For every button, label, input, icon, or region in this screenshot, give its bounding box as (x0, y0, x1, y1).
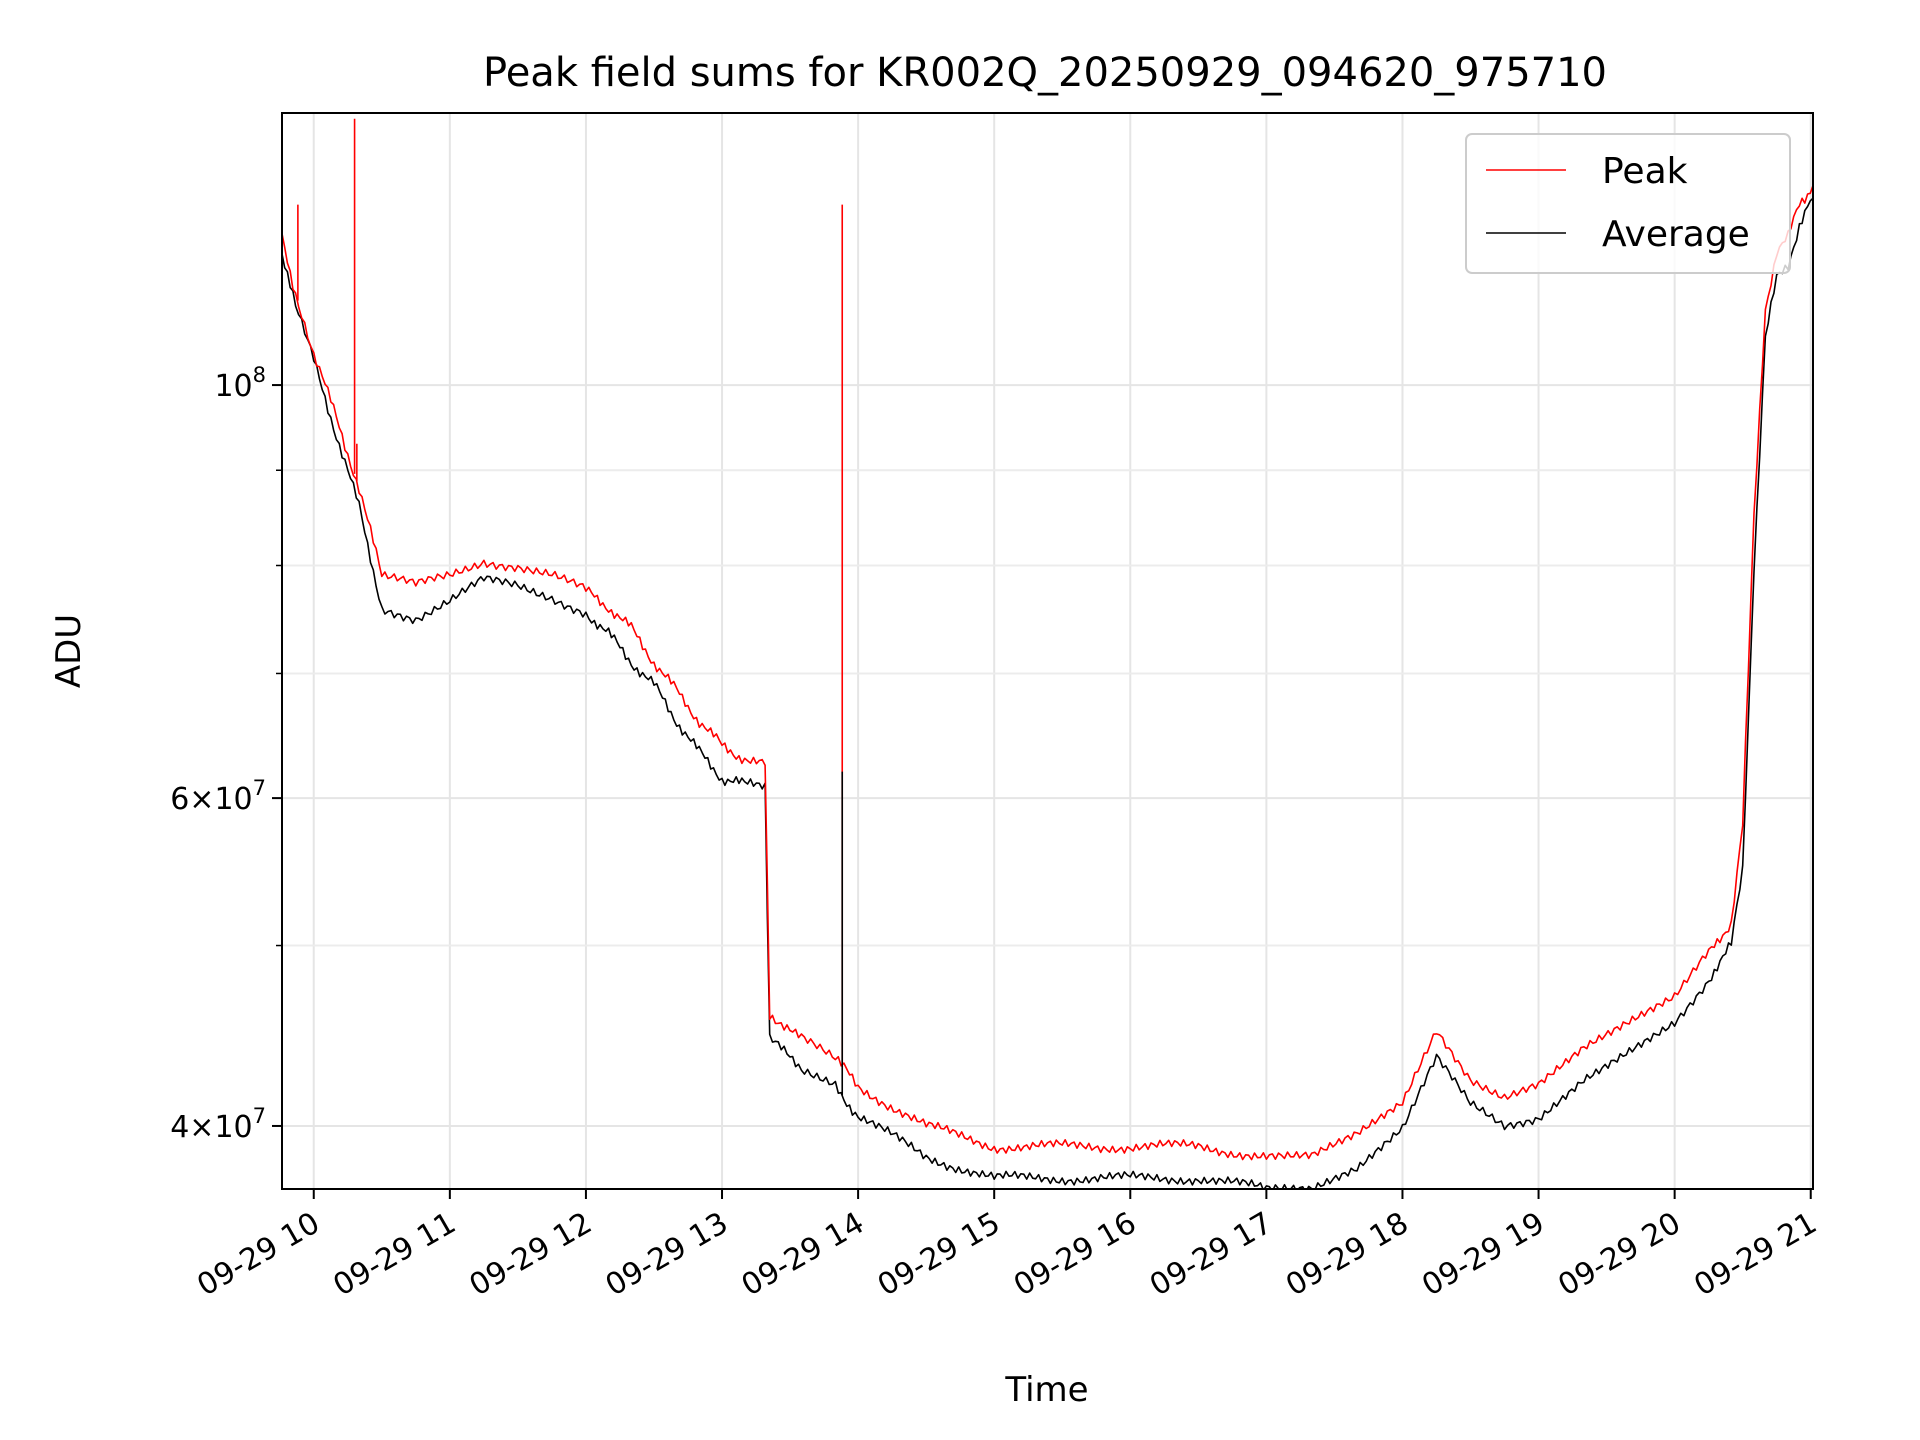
series-line-peak (282, 185, 1813, 1161)
legend-label-average: Average (1602, 214, 1750, 255)
legend-box (1465, 133, 1791, 274)
y-tick-label: 4×107 (170, 1104, 266, 1145)
legend: Peak Average (1465, 133, 1791, 274)
y-axis-label: ADU (49, 614, 89, 688)
series-line-average (282, 197, 1813, 1189)
x-axis-label: Time (1004, 1370, 1088, 1410)
chart-title: Peak field sums for KR002Q_20250929_0946… (483, 50, 1607, 96)
y-tick-label: 108 (214, 363, 266, 404)
grid (282, 113, 1813, 1189)
legend-label-peak: Peak (1602, 151, 1688, 192)
series-layer (282, 118, 1813, 1189)
y-axis: 4×107 6×107 108 (170, 363, 282, 1145)
plot-frame (281, 112, 1814, 1190)
y-tick-label: 6×107 (170, 776, 266, 817)
